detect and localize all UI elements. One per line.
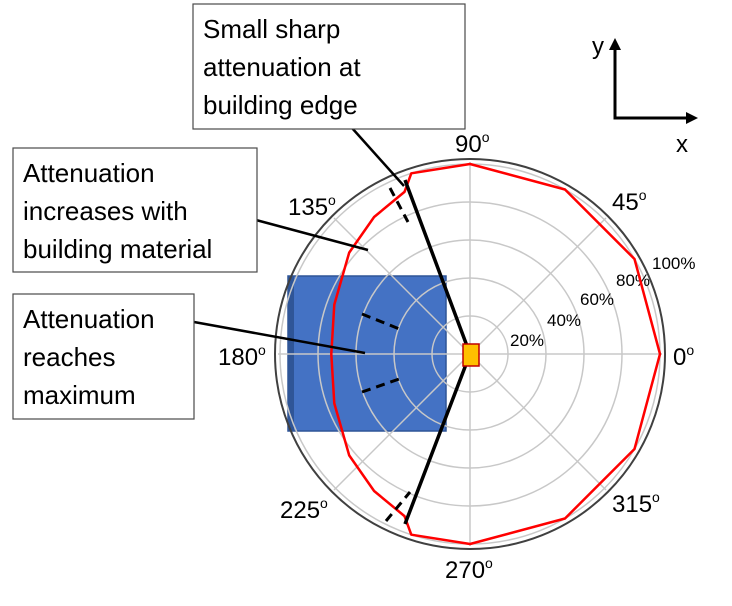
- outer-circle: [274, 158, 666, 550]
- angle-label-225: 225o: [280, 495, 328, 524]
- callout-edge: Small sharp attenuation at building edge: [192, 3, 466, 130]
- angle-label-90: 90o: [455, 129, 490, 158]
- axes-indicator: y x: [592, 33, 698, 158]
- callout-maximum-line-1: Attenuation: [23, 304, 155, 334]
- max-marker-upper: [361, 312, 403, 332]
- y-arrow-icon: [609, 38, 621, 50]
- edge-marker-top: [388, 187, 410, 223]
- ring-label-20: 20%: [510, 331, 544, 350]
- angle-label-315: 315o: [612, 489, 660, 518]
- ring-label-100: 100%: [652, 254, 695, 273]
- angle-labels: 90o 45o 135o 180o 0o 225o 315o 270o: [218, 129, 694, 584]
- grid-spoke-315: [469, 353, 607, 491]
- callout-edge-line-2: attenuation at: [203, 52, 361, 82]
- callout-maximum: Attenuation reaches maximum: [12, 293, 195, 420]
- pointer-material: [255, 218, 369, 252]
- callout-edge-line-3: building edge: [203, 90, 358, 120]
- angle-label-135: 135o: [288, 192, 336, 221]
- axes-lines: [613, 46, 690, 120]
- edge-marker-bottom: [384, 491, 412, 522]
- angle-label-270: 270o: [445, 555, 493, 584]
- y-axis-label: y: [592, 33, 604, 60]
- angle-label-180: 180o: [218, 342, 266, 371]
- attenuation-pattern-curve: [330, 162, 662, 546]
- pointer-edge: [351, 127, 405, 187]
- x-axis-label: x: [676, 131, 688, 158]
- source-marker: [462, 343, 480, 367]
- callout-material-line-3: building material: [23, 234, 212, 264]
- callout-maximum-line-2: reaches: [23, 342, 116, 372]
- ring-label-80: 80%: [616, 271, 650, 290]
- grid-spoke-45: [469, 217, 607, 355]
- callout-material-box: [12, 147, 258, 273]
- callout-material-line-2: increases with: [23, 196, 188, 226]
- callout-edge-line-1: Small sharp: [203, 14, 340, 44]
- angle-label-45: 45o: [612, 187, 647, 216]
- callout-edge-box: [192, 3, 466, 130]
- max-marker-lower: [361, 376, 403, 394]
- attenuation-markers: [361, 187, 412, 522]
- pointer-maximum: [193, 320, 366, 355]
- ring-labels: 20% 40% 60% 80% 100%: [510, 254, 695, 350]
- callout-material: Attenuation increases with building mate…: [12, 147, 258, 273]
- callout-material-line-1: Attenuation: [23, 158, 155, 188]
- angle-label-0: 0o: [673, 342, 694, 371]
- ring-label-60: 60%: [580, 290, 614, 309]
- callout-maximum-line-3: maximum: [23, 380, 136, 410]
- x-arrow-icon: [686, 112, 698, 124]
- ring-label-40: 40%: [547, 311, 581, 330]
- callout-pointers: [193, 127, 405, 355]
- callout-maximum-box: [12, 293, 195, 420]
